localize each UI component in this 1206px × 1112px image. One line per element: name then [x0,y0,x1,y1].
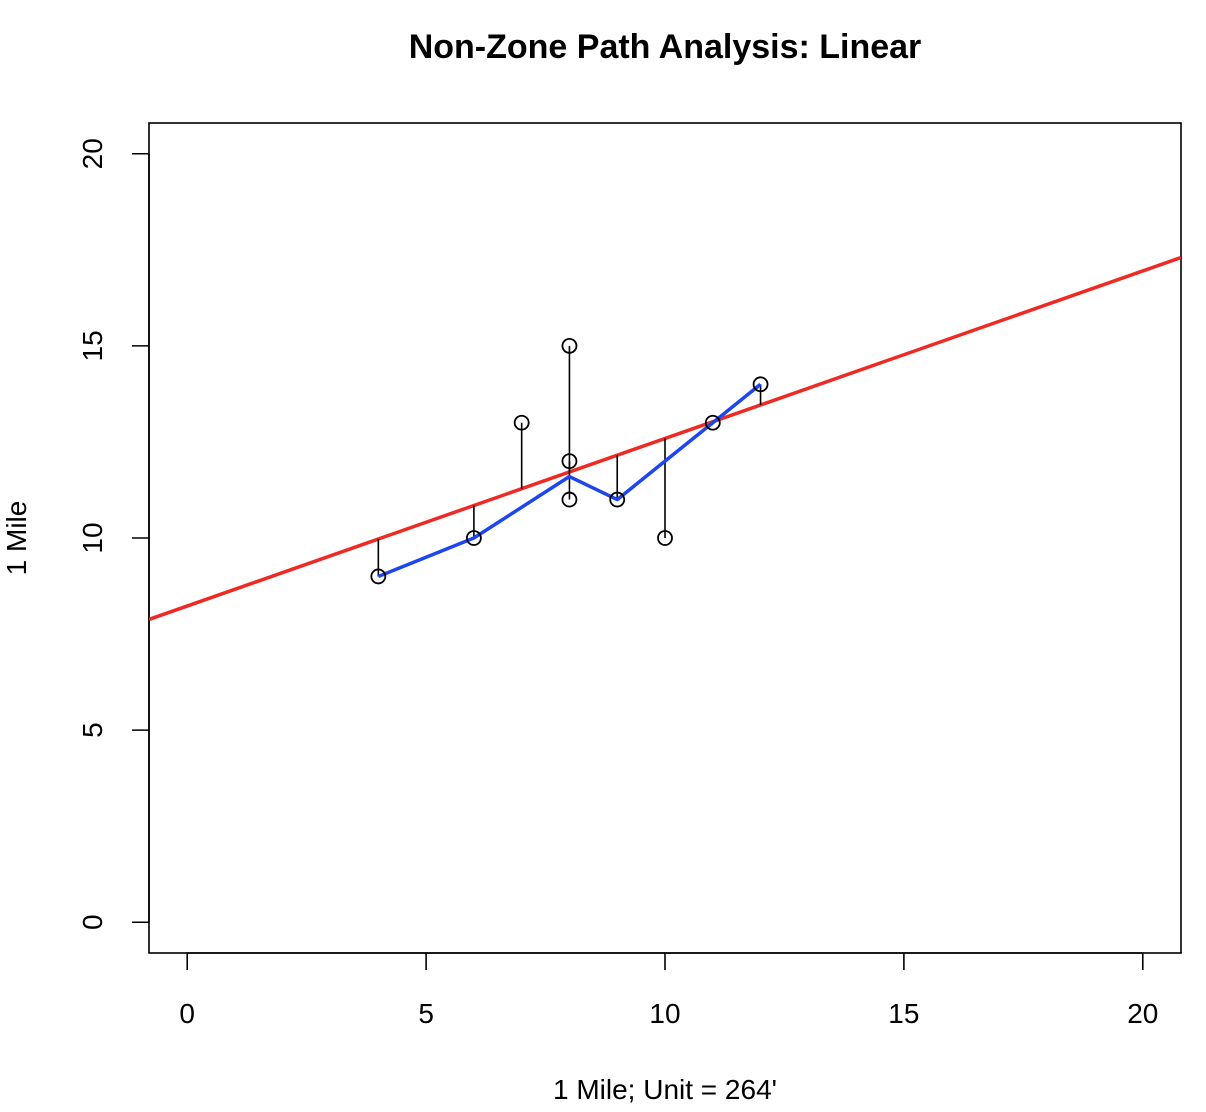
data-point [370,568,387,585]
data-point [752,376,769,393]
y-tick-label: 0 [77,914,108,930]
y-tick-label: 10 [77,522,108,553]
data-point [561,453,578,470]
data-point [513,414,530,431]
chart-title: Non-Zone Path Analysis: Linear [409,28,922,66]
x-tick-label: 5 [418,998,434,1029]
y-tick-label: 20 [77,138,108,169]
y-tick-label: 5 [77,722,108,738]
data-point [561,337,578,354]
plot-content: 0 5 10 15 20 0 5 10 15 20 [77,138,1181,1029]
x-tick-label: 10 [649,998,680,1029]
y-tick-label: 15 [77,330,108,361]
data-point [609,491,626,508]
x-tick-label: 20 [1127,998,1158,1029]
data-point [465,530,482,546]
data-point [657,530,673,546]
x-tick-label: 15 [888,998,919,1029]
data-point [561,491,578,508]
x-axis-label: 1 Mile; Unit = 264' [553,1074,777,1105]
x-tick-label: 0 [179,998,195,1029]
path-line [377,382,762,579]
y-axis-label: 1 Mile [1,501,32,576]
data-point [704,414,721,431]
